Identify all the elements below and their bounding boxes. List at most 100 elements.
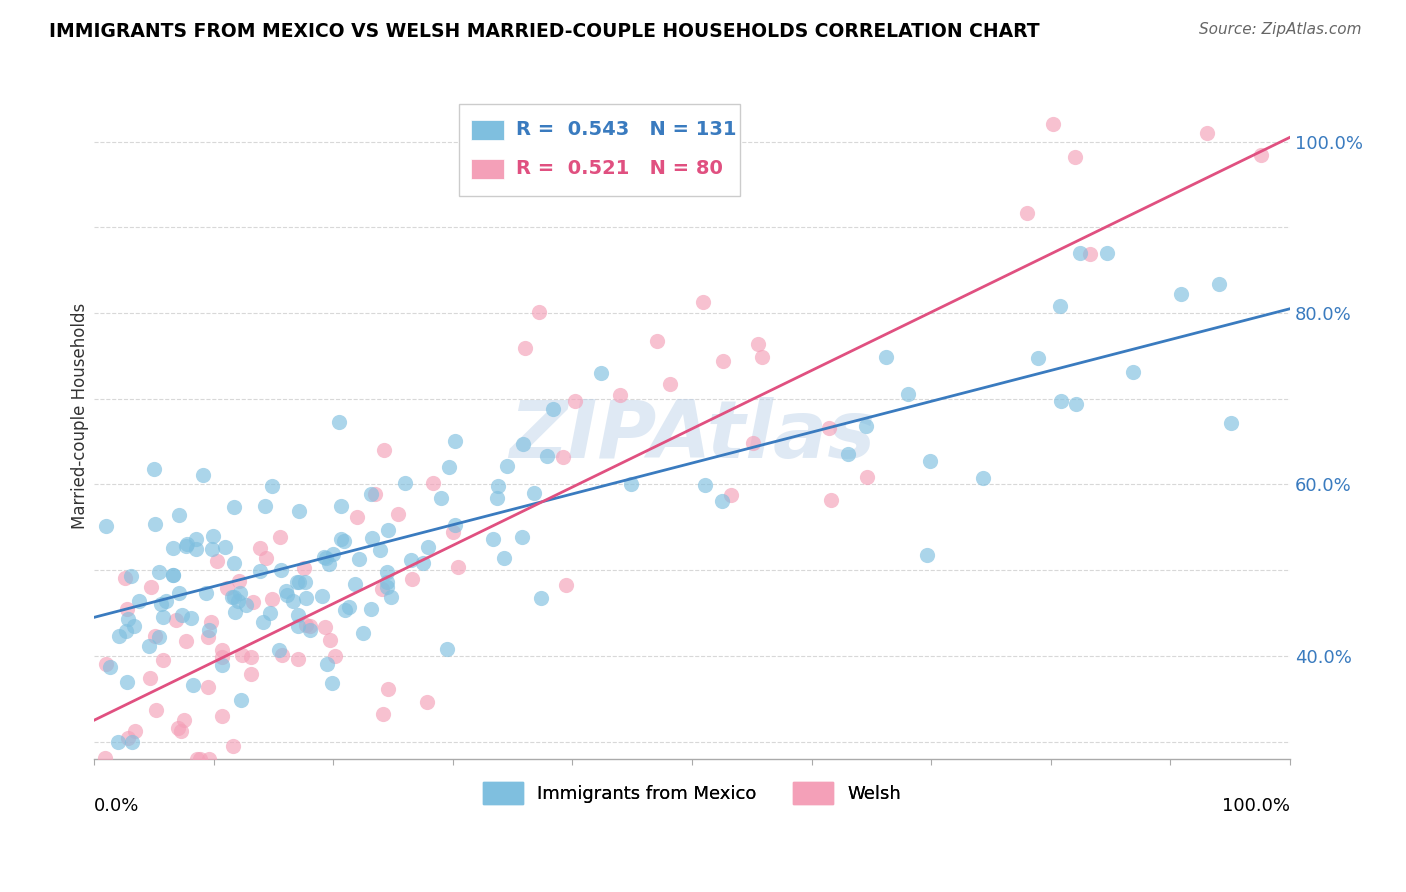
Point <box>176 537 198 551</box>
Point <box>337 599 360 614</box>
Point <box>692 294 714 309</box>
Point <box>312 549 335 564</box>
Point <box>170 723 193 738</box>
Point <box>347 552 370 566</box>
Point <box>394 475 416 490</box>
Point <box>115 674 138 689</box>
Point <box>695 478 717 492</box>
Point <box>117 612 139 626</box>
Point <box>128 594 150 608</box>
Point <box>711 353 734 368</box>
Point <box>292 561 315 575</box>
Point <box>1064 397 1087 411</box>
Point <box>269 530 291 544</box>
Text: Source: ZipAtlas.com: Source: ZipAtlas.com <box>1198 22 1361 37</box>
Point <box>242 595 264 609</box>
Point <box>149 598 172 612</box>
Point <box>287 575 309 590</box>
Point <box>193 467 215 482</box>
Point <box>211 708 233 723</box>
Point <box>482 532 505 546</box>
Point <box>94 657 117 672</box>
Point <box>659 376 682 391</box>
Point <box>564 393 586 408</box>
Point <box>120 568 142 582</box>
Point <box>377 574 399 589</box>
Point <box>333 533 356 548</box>
Point <box>315 550 337 565</box>
Point <box>139 581 162 595</box>
Point <box>155 594 177 608</box>
Text: ZIPAtlas: ZIPAtlas <box>509 398 875 475</box>
Point <box>262 479 284 493</box>
Point <box>252 615 274 630</box>
Text: 100.0%: 100.0% <box>1222 797 1291 814</box>
Point <box>647 334 669 348</box>
Point <box>1069 246 1091 260</box>
Point <box>107 734 129 748</box>
Point <box>972 471 994 485</box>
Point <box>267 642 290 657</box>
Point <box>589 366 612 380</box>
Point <box>364 486 387 500</box>
Point <box>328 415 350 429</box>
Point <box>555 577 578 591</box>
Point <box>485 491 508 506</box>
Point <box>1015 206 1038 220</box>
Point <box>167 586 190 600</box>
Point <box>167 508 190 522</box>
Point <box>221 590 243 604</box>
Point <box>221 739 243 753</box>
Point <box>166 721 188 735</box>
Point <box>360 487 382 501</box>
Point <box>401 572 423 586</box>
Point <box>1208 277 1230 291</box>
Point <box>162 568 184 582</box>
Point <box>375 580 398 594</box>
Point <box>222 590 245 604</box>
Point <box>492 550 515 565</box>
Point <box>416 695 439 709</box>
Point <box>1049 299 1071 313</box>
Point <box>211 657 233 672</box>
Point <box>148 630 170 644</box>
Point <box>222 556 245 570</box>
Point <box>316 657 339 671</box>
Point <box>380 590 402 604</box>
Point <box>271 648 294 662</box>
Point <box>96 519 118 533</box>
Point <box>121 734 143 748</box>
Point <box>1220 416 1243 430</box>
Point <box>299 623 322 637</box>
Point <box>143 516 166 531</box>
Point <box>270 563 292 577</box>
Point <box>513 341 536 355</box>
Point <box>361 532 384 546</box>
Y-axis label: Married-couple Households: Married-couple Households <box>72 302 89 529</box>
Point <box>294 591 316 605</box>
FancyBboxPatch shape <box>458 103 740 196</box>
Point <box>294 575 316 590</box>
Point <box>1063 150 1085 164</box>
Point <box>446 560 468 574</box>
Point <box>1028 351 1050 365</box>
Point <box>207 554 229 568</box>
Point <box>201 529 224 543</box>
Point <box>235 598 257 612</box>
Point <box>344 577 367 591</box>
Point <box>200 615 222 630</box>
Point <box>371 582 394 596</box>
Point <box>138 640 160 654</box>
Point <box>145 703 167 717</box>
Point <box>527 304 550 318</box>
Point <box>148 565 170 579</box>
Point <box>551 450 574 464</box>
Point <box>536 449 558 463</box>
Point <box>918 454 941 468</box>
Point <box>186 752 208 766</box>
Point <box>412 556 434 570</box>
Point <box>314 620 336 634</box>
Point <box>249 541 271 555</box>
Point <box>180 611 202 625</box>
Point <box>818 421 841 435</box>
